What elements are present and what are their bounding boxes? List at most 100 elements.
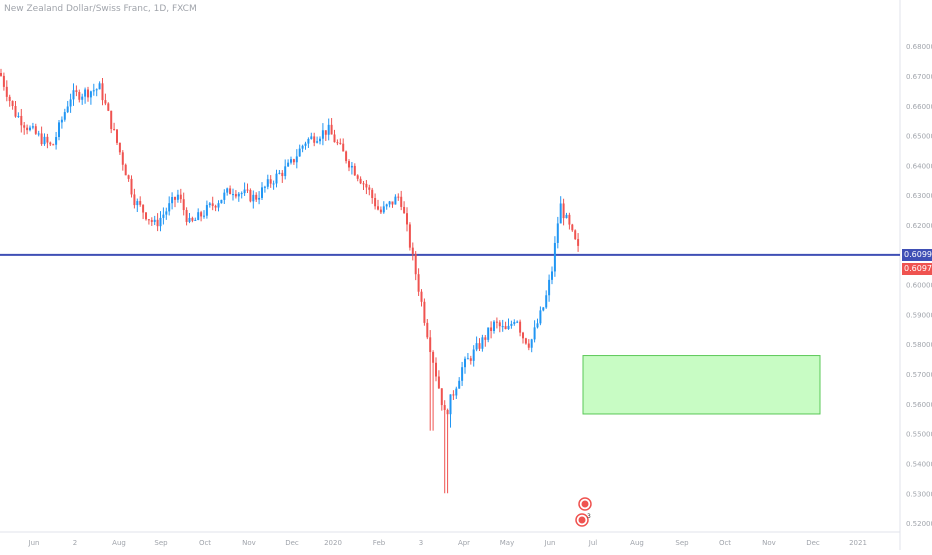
candle-body <box>290 159 292 163</box>
candle-body <box>437 376 440 389</box>
candle-body <box>545 295 548 308</box>
candle-body <box>298 148 301 157</box>
candle-body <box>513 321 516 324</box>
x-tick-label: Dec <box>806 539 820 547</box>
candle-body <box>232 194 234 196</box>
candle-body <box>197 212 200 220</box>
x-tick-label: Aug <box>630 539 644 547</box>
candle-body <box>359 178 362 184</box>
candle-body <box>394 196 397 205</box>
candle-body <box>194 219 197 221</box>
candle-body <box>574 230 577 240</box>
candle-body <box>379 209 382 213</box>
event-2-marker[interactable]: 3 <box>575 513 591 527</box>
candle-body <box>319 138 321 142</box>
candle-body <box>275 173 278 184</box>
candle-body <box>388 201 391 205</box>
candle-body <box>75 90 78 93</box>
candle-body <box>368 187 371 190</box>
candle-body <box>548 279 551 296</box>
candle-body <box>200 212 203 217</box>
candle-body <box>313 136 316 143</box>
candle-body <box>391 201 394 205</box>
x-tick-label: 2021 <box>849 539 867 547</box>
candle-body <box>553 242 556 272</box>
candle-body <box>104 100 107 104</box>
candle-body <box>214 205 217 208</box>
candle-body <box>34 126 37 134</box>
candle-body <box>55 137 58 145</box>
candle-body <box>374 198 377 207</box>
x-tick-label: Oct <box>719 539 731 547</box>
candle-body <box>577 239 580 246</box>
candle-body <box>417 274 420 292</box>
candle-body <box>95 89 98 91</box>
x-tick-label: Jun <box>544 539 556 547</box>
candle-body <box>142 204 145 213</box>
candle-body <box>118 142 121 153</box>
candle-body <box>490 327 493 332</box>
candle-body <box>501 326 504 328</box>
candle-body <box>507 325 510 330</box>
candle-body <box>226 188 229 193</box>
candle-body <box>458 380 461 389</box>
candle-body <box>284 166 287 177</box>
candle-body <box>440 388 443 406</box>
candle-body <box>168 203 171 212</box>
candle-body <box>536 323 539 328</box>
candle-body <box>107 103 110 111</box>
candle-body <box>174 197 176 200</box>
x-tick-label: Jun <box>28 539 40 547</box>
candle-body <box>124 164 127 176</box>
candle-body <box>281 172 284 177</box>
candle-body <box>461 367 464 381</box>
candle-body <box>84 89 87 97</box>
candle-body <box>0 73 2 76</box>
candle-body <box>26 127 29 131</box>
candle-body <box>58 122 60 138</box>
candle-body <box>191 217 194 221</box>
event-1-marker[interactable] <box>578 497 592 511</box>
candle-body <box>301 145 304 149</box>
candle-body <box>136 201 139 206</box>
event-2-count: 3 <box>587 513 591 520</box>
candle-body <box>171 197 174 204</box>
candle-body <box>498 322 501 327</box>
candle-body <box>127 175 130 179</box>
candle-body <box>188 217 191 222</box>
candle-body <box>571 224 574 231</box>
candle-body <box>287 162 290 167</box>
candle-body <box>542 307 545 311</box>
candle-body <box>156 219 159 227</box>
candle-body <box>246 189 249 191</box>
candle-body <box>481 337 484 349</box>
candle-body <box>464 358 466 368</box>
candle-body <box>17 115 20 117</box>
candle-body <box>377 206 379 210</box>
candle-body <box>89 91 92 98</box>
candle-body <box>263 186 266 188</box>
candle-body <box>307 138 310 144</box>
candle-body <box>176 194 179 200</box>
candle-body <box>179 194 182 200</box>
candle-body <box>29 127 31 131</box>
candle-body <box>258 197 261 200</box>
candle-body <box>234 194 237 197</box>
candle-body <box>414 253 417 275</box>
candle-body <box>316 141 319 143</box>
candle-body <box>269 179 272 184</box>
candle-body <box>266 179 269 187</box>
candle-body <box>162 214 165 218</box>
x-tick-label: May <box>500 539 514 547</box>
candle-body <box>261 187 263 198</box>
candle-body <box>487 327 490 340</box>
candle-body <box>52 144 55 146</box>
